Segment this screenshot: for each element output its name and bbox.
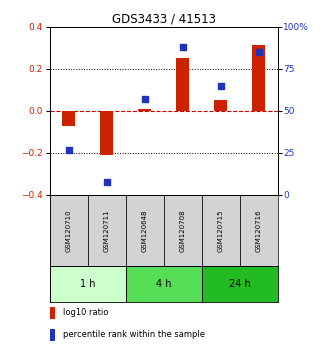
Point bbox=[218, 83, 223, 88]
Bar bbox=[62, 111, 75, 126]
Bar bbox=[202, 266, 278, 302]
Bar bbox=[50, 266, 126, 302]
Bar bbox=[252, 46, 265, 111]
Text: GSM120648: GSM120648 bbox=[142, 209, 148, 252]
Point bbox=[180, 44, 185, 50]
Text: GSM120710: GSM120710 bbox=[66, 209, 72, 252]
Text: GSM120708: GSM120708 bbox=[180, 209, 186, 252]
Bar bbox=[176, 58, 189, 111]
Text: percentile rank within the sample: percentile rank within the sample bbox=[64, 330, 205, 339]
Bar bbox=[138, 109, 152, 111]
Bar bbox=[214, 100, 227, 111]
Bar bbox=[126, 195, 164, 266]
Text: 4 h: 4 h bbox=[156, 279, 171, 289]
Bar bbox=[202, 195, 240, 266]
Text: 1 h: 1 h bbox=[80, 279, 95, 289]
Text: log10 ratio: log10 ratio bbox=[64, 308, 109, 317]
Bar bbox=[50, 195, 88, 266]
Title: GDS3433 / 41513: GDS3433 / 41513 bbox=[112, 12, 216, 25]
Bar bbox=[126, 266, 202, 302]
Point bbox=[142, 96, 147, 102]
Bar bbox=[164, 195, 202, 266]
Point bbox=[66, 147, 71, 152]
Point bbox=[104, 179, 109, 184]
Bar bbox=[88, 195, 126, 266]
Bar bbox=[50, 307, 55, 319]
Bar bbox=[240, 195, 278, 266]
Text: GSM120711: GSM120711 bbox=[104, 209, 110, 252]
Point bbox=[256, 49, 261, 55]
Text: 24 h: 24 h bbox=[229, 279, 251, 289]
Text: GSM120715: GSM120715 bbox=[218, 209, 224, 252]
Text: GSM120716: GSM120716 bbox=[256, 209, 262, 252]
Bar bbox=[50, 329, 55, 341]
Bar bbox=[100, 111, 113, 155]
